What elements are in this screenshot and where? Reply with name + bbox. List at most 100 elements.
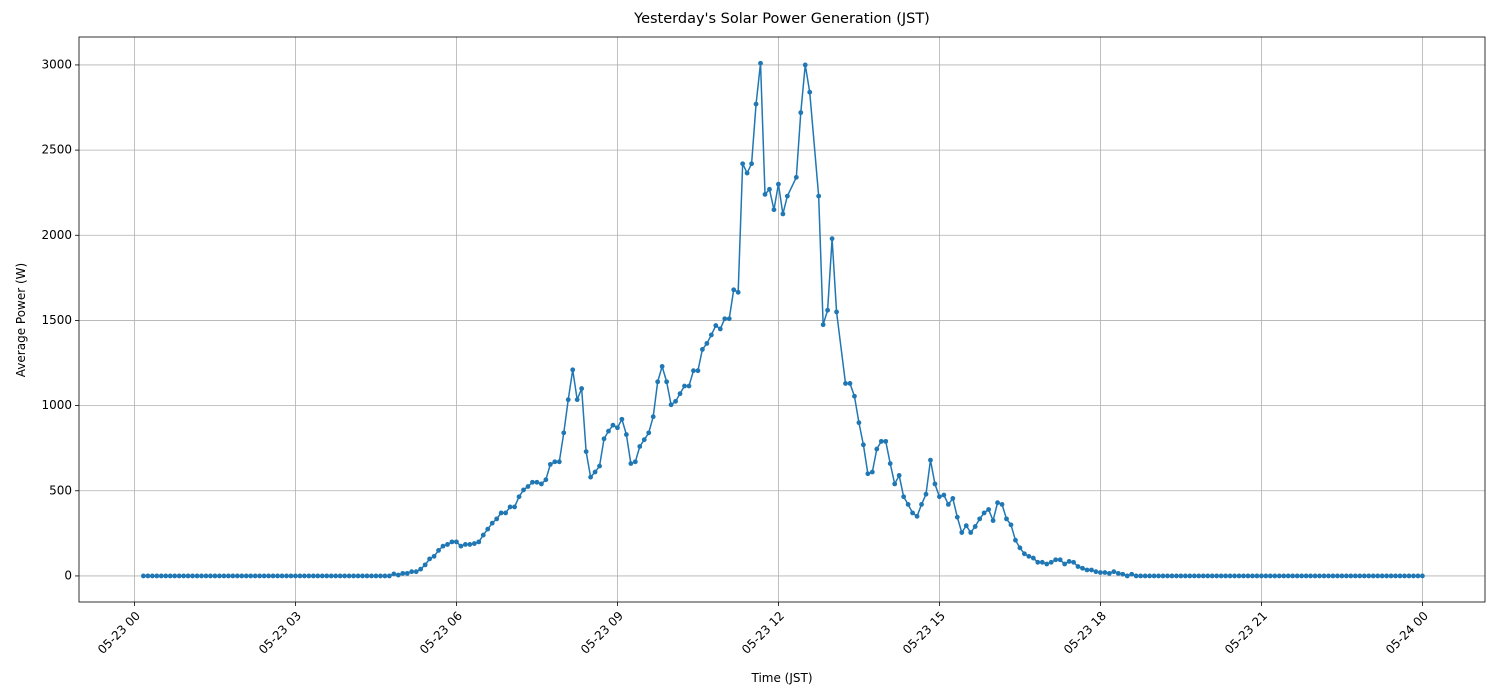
data-point (266, 573, 272, 579)
data-point (793, 174, 799, 180)
data-point (1080, 565, 1085, 571)
data-point (507, 504, 513, 510)
data-point (261, 573, 267, 579)
data-point (458, 543, 464, 549)
data-point (655, 379, 661, 385)
data-point (820, 322, 826, 328)
data-point (860, 442, 866, 448)
data-point (471, 541, 477, 546)
data-point (521, 487, 526, 493)
data-point (158, 573, 164, 579)
data-point (163, 573, 169, 579)
data-point (771, 207, 777, 213)
data-point (726, 316, 732, 322)
data-point (1008, 522, 1014, 528)
data-point (1133, 573, 1139, 579)
y-axis-label: Average Power (W) (14, 263, 28, 377)
data-point (776, 181, 781, 187)
data-point (905, 501, 911, 507)
data-point (217, 573, 222, 579)
data-point (910, 510, 915, 516)
data-point (212, 573, 218, 579)
data-point (1397, 573, 1403, 579)
data-point (932, 481, 938, 487)
data-point (1348, 573, 1354, 579)
data-point (878, 438, 884, 444)
data-point (1102, 570, 1108, 575)
data-point (923, 491, 929, 497)
data-point (485, 526, 491, 532)
data-point (570, 367, 576, 373)
data-point (1335, 573, 1340, 579)
data-point (592, 469, 598, 475)
data-point (615, 425, 620, 431)
data-point (462, 542, 468, 547)
data-point (445, 542, 450, 547)
data-point (954, 514, 960, 520)
data-point (382, 573, 388, 579)
data-point (1375, 573, 1381, 579)
data-point (865, 471, 871, 477)
data-point (234, 573, 240, 579)
data-point (637, 444, 643, 449)
data-point (1267, 573, 1273, 579)
data-point (682, 383, 687, 389)
data-point (145, 573, 151, 579)
data-point (1250, 573, 1255, 579)
data-point (400, 570, 406, 576)
data-point (248, 573, 254, 579)
data-point (959, 530, 965, 535)
data-point (780, 211, 786, 217)
data-point (140, 573, 146, 579)
data-point (530, 479, 535, 485)
data-point (977, 516, 983, 522)
data-point (1245, 573, 1251, 579)
data-point (641, 437, 647, 443)
data-point (628, 461, 634, 466)
data-point (1200, 573, 1206, 579)
data-point (257, 573, 263, 579)
data-point (1178, 573, 1184, 579)
data-point (1379, 573, 1385, 579)
data-point (1339, 573, 1345, 579)
data-point (1053, 557, 1059, 563)
data-point (843, 381, 848, 386)
data-point (740, 161, 746, 167)
data-point (1236, 573, 1242, 579)
data-point (449, 539, 455, 545)
data-point (565, 397, 571, 403)
data-point (691, 368, 696, 374)
data-point (588, 474, 593, 480)
data-point (664, 379, 670, 385)
data-point (1214, 573, 1220, 579)
data-point (279, 573, 285, 579)
data-point (194, 573, 200, 579)
data-point (1232, 573, 1237, 579)
data-point (1223, 573, 1229, 579)
data-point (972, 524, 978, 529)
data-point (378, 573, 383, 579)
data-point (556, 459, 562, 465)
data-point (301, 573, 307, 579)
data-point (1187, 573, 1193, 579)
data-point (225, 573, 231, 579)
data-point (834, 309, 839, 315)
data-point (945, 501, 951, 507)
data-point (574, 397, 580, 403)
data-point (1281, 573, 1287, 579)
data-point (807, 89, 813, 95)
data-point (1196, 573, 1202, 579)
data-point (1227, 573, 1233, 579)
data-point (1156, 573, 1161, 579)
data-point (328, 573, 334, 579)
data-point (436, 547, 441, 553)
data-point (503, 510, 509, 516)
data-point (1343, 573, 1349, 579)
data-point (561, 430, 567, 436)
data-point (275, 573, 280, 579)
data-point (1089, 567, 1094, 573)
y-tick-label: 0 (64, 568, 72, 582)
data-point (1205, 573, 1211, 579)
